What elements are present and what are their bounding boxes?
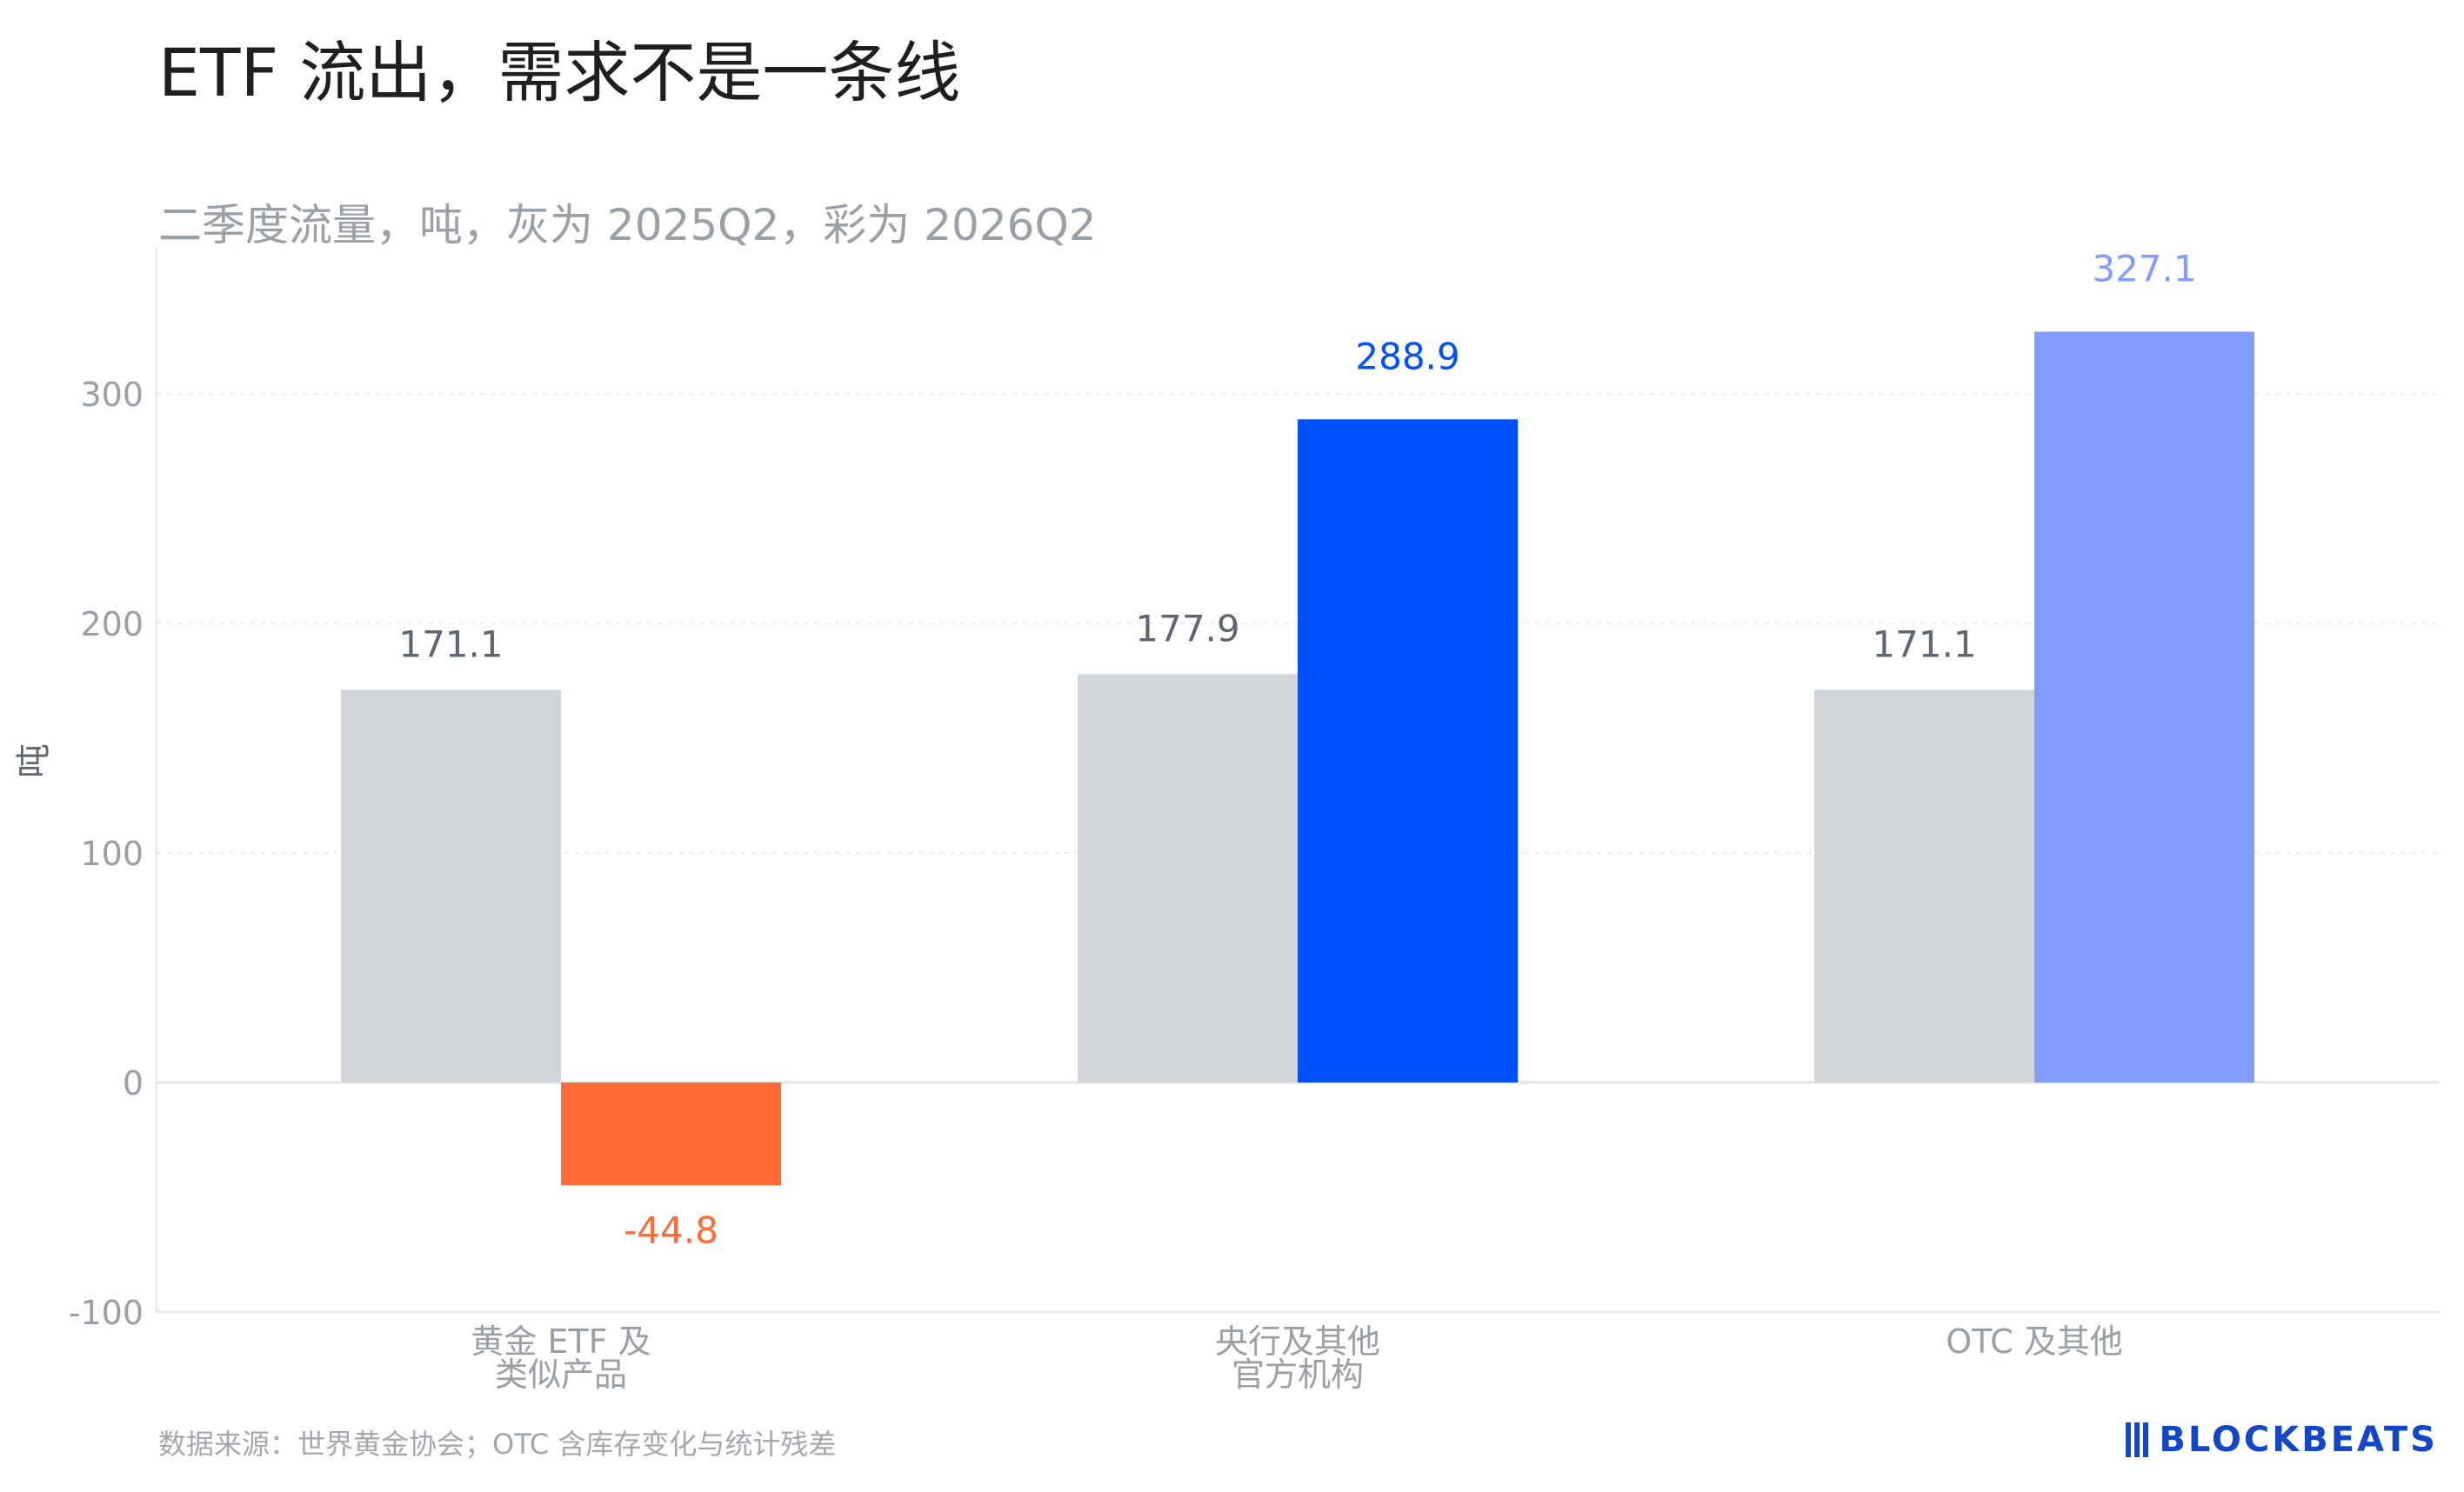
data-label-2026q2: 288.9 <box>1355 335 1459 377</box>
blockbeats-logo-icon <box>2126 1422 2152 1457</box>
y-tick-label: 300 <box>80 376 144 414</box>
x-category-label: 央行及其他 <box>1215 1322 1380 1361</box>
chart-title: ETF 流出，需求不是一条线 <box>158 34 961 111</box>
bar-2026q2 <box>561 1082 781 1186</box>
bar-2026q2 <box>2034 331 2254 1082</box>
y-tick-label: 0 <box>123 1064 144 1102</box>
y-axis-label: 吨 <box>14 743 54 778</box>
source-note: 数据来源：世界黄金协会；OTC 含库存变化与统计残差 <box>158 1428 837 1461</box>
data-label-2026q2: -44.8 <box>624 1209 718 1251</box>
data-label-2025q2: 171.1 <box>1872 623 1976 665</box>
data-label-2026q2: 327.1 <box>2092 247 2196 290</box>
bar-2026q2 <box>1298 419 1518 1083</box>
y-tick-label: -100 <box>69 1294 144 1332</box>
bar-2025q2 <box>1078 674 1298 1082</box>
y-tick-label: 100 <box>80 835 144 873</box>
blockbeats-logo: BLOCKBEATS <box>2126 1420 2438 1460</box>
bar-2025q2 <box>341 689 561 1082</box>
x-category-label: 黄金 ETF 及 <box>471 1322 651 1361</box>
bar-2025q2 <box>1814 689 2034 1082</box>
data-label-2025q2: 171.1 <box>398 623 503 665</box>
data-label-2025q2: 177.9 <box>1135 607 1239 649</box>
brand-name: BLOCKBEATS <box>2159 1420 2438 1460</box>
x-category-label: 官方机构 <box>1232 1355 1364 1394</box>
chart-subtitle: 二季度流量，吨，灰为 2025Q2，彩为 2026Q2 <box>158 200 1097 250</box>
x-category-label: OTC 及其他 <box>1946 1322 2123 1361</box>
x-category-label: 类似产品 <box>495 1355 627 1394</box>
y-tick-label: 200 <box>80 605 144 643</box>
